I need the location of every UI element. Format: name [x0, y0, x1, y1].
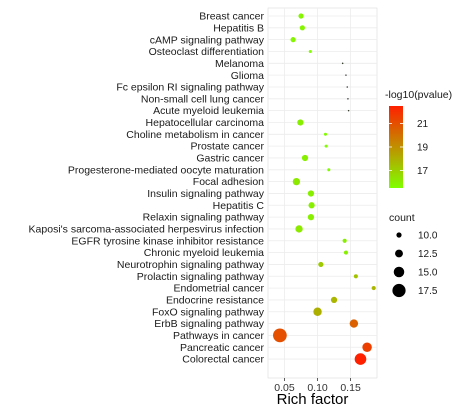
- term-label: Breast cancer: [199, 11, 264, 23]
- data-point: [362, 342, 372, 352]
- data-point: [299, 25, 305, 31]
- term-label: Endometrial cancer: [174, 283, 265, 295]
- term-label: Prolactin signaling pathway: [137, 271, 265, 283]
- term-label: Kaposi's sarcoma-associated herpesvirus …: [29, 224, 265, 236]
- term-label: Choline metabolism in cancer: [126, 129, 264, 141]
- color-legend: -log10(pvalue) 17 19 21: [385, 89, 452, 188]
- term-label: Relaxin signaling pathway: [143, 212, 265, 224]
- data-point: [371, 286, 376, 291]
- data-point: [298, 13, 304, 19]
- grid: [267, 7, 378, 379]
- data-point: [342, 238, 347, 243]
- data-points: [273, 13, 376, 365]
- data-point: [308, 202, 315, 209]
- term-label: Non-small cell lung cancer: [141, 93, 265, 105]
- term-label: Focal adhesion: [193, 176, 264, 188]
- size-legend-dot: [396, 232, 402, 238]
- term-label: Endocrine resistance: [166, 295, 264, 307]
- data-point: [343, 250, 349, 255]
- data-point: [324, 144, 328, 148]
- term-label: Insulin signaling pathway: [147, 188, 264, 200]
- data-point: [295, 225, 303, 233]
- data-point: [341, 62, 344, 65]
- term-label: Colorectal cancer: [182, 354, 264, 366]
- term-label: FoxO signaling pathway: [152, 306, 265, 318]
- data-point: [327, 168, 331, 172]
- plot-panel: [267, 7, 378, 379]
- term-label: Gastric cancer: [196, 153, 264, 165]
- term-label: Chronic myeloid leukemia: [144, 247, 264, 259]
- term-label: Neurotrophin signaling pathway: [117, 259, 265, 271]
- x-axis-title: Rich factor: [277, 391, 349, 408]
- data-point: [345, 74, 347, 76]
- data-point: [349, 319, 359, 328]
- size-legend-dot: [393, 266, 405, 278]
- size-legend-label: 17.5: [418, 286, 438, 297]
- color-tick-label: 19: [417, 143, 429, 154]
- term-label: Glioma: [231, 70, 264, 82]
- data-point: [307, 190, 315, 197]
- size-legend-label: 15.0: [418, 268, 438, 279]
- x-tick-label: 0.15: [340, 382, 361, 394]
- data-point: [353, 274, 358, 279]
- color-legend-title: -log10(pvalue): [385, 89, 452, 101]
- data-point: [297, 119, 304, 126]
- color-tick-label: 17: [417, 166, 429, 177]
- size-legend-title: count: [389, 212, 415, 224]
- data-point: [290, 37, 296, 43]
- size-legend-label: 10.0: [418, 231, 438, 242]
- data-point: [313, 307, 322, 316]
- data-point: [347, 109, 350, 112]
- data-point: [346, 86, 349, 88]
- size-legend-dot: [395, 249, 403, 258]
- term-label: Fc epsilon RI signaling pathway: [116, 82, 264, 94]
- x-axis: 0.05 0.10 0.15: [274, 378, 361, 394]
- size-legend-label: 12.5: [418, 249, 438, 260]
- term-label: Acute myeloid leukemia: [153, 105, 264, 117]
- term-label: EGFR tyrosine kinase inhibitor resistanc…: [71, 235, 264, 247]
- x-tick-label: 0.10: [307, 382, 328, 394]
- data-point: [273, 328, 287, 343]
- data-point: [318, 261, 324, 268]
- color-tick-label: 21: [417, 119, 429, 130]
- data-point: [301, 154, 309, 162]
- term-label: Hepatitis C: [213, 200, 265, 212]
- color-scale-bar: [389, 106, 403, 188]
- data-point: [354, 353, 367, 365]
- size-legend-dot: [392, 283, 406, 298]
- term-label: Prostate cancer: [190, 141, 264, 153]
- data-point: [323, 132, 328, 136]
- data-point: [307, 213, 315, 221]
- data-point: [308, 49, 312, 54]
- term-label: cAMP signaling pathway: [150, 34, 265, 46]
- data-point: [292, 177, 301, 186]
- size-legend: count 10.0 12.5 15.0 17.5: [389, 212, 438, 298]
- term-label: Hepatocellular carcinoma: [146, 117, 265, 129]
- term-label: Pancreatic cancer: [180, 342, 265, 354]
- x-tick-label: 0.05: [274, 382, 295, 394]
- term-label: Hepatitis B: [213, 22, 264, 34]
- term-label: Pathways in cancer: [173, 330, 265, 342]
- data-point: [330, 296, 338, 304]
- term-label: ErbB signaling pathway: [154, 318, 264, 330]
- term-label: Progesterone-mediated oocyte maturation: [68, 164, 264, 176]
- data-point: [347, 98, 349, 100]
- term-label: Melanoma: [215, 58, 264, 70]
- term-label: Osteoclast differentiation: [149, 46, 265, 58]
